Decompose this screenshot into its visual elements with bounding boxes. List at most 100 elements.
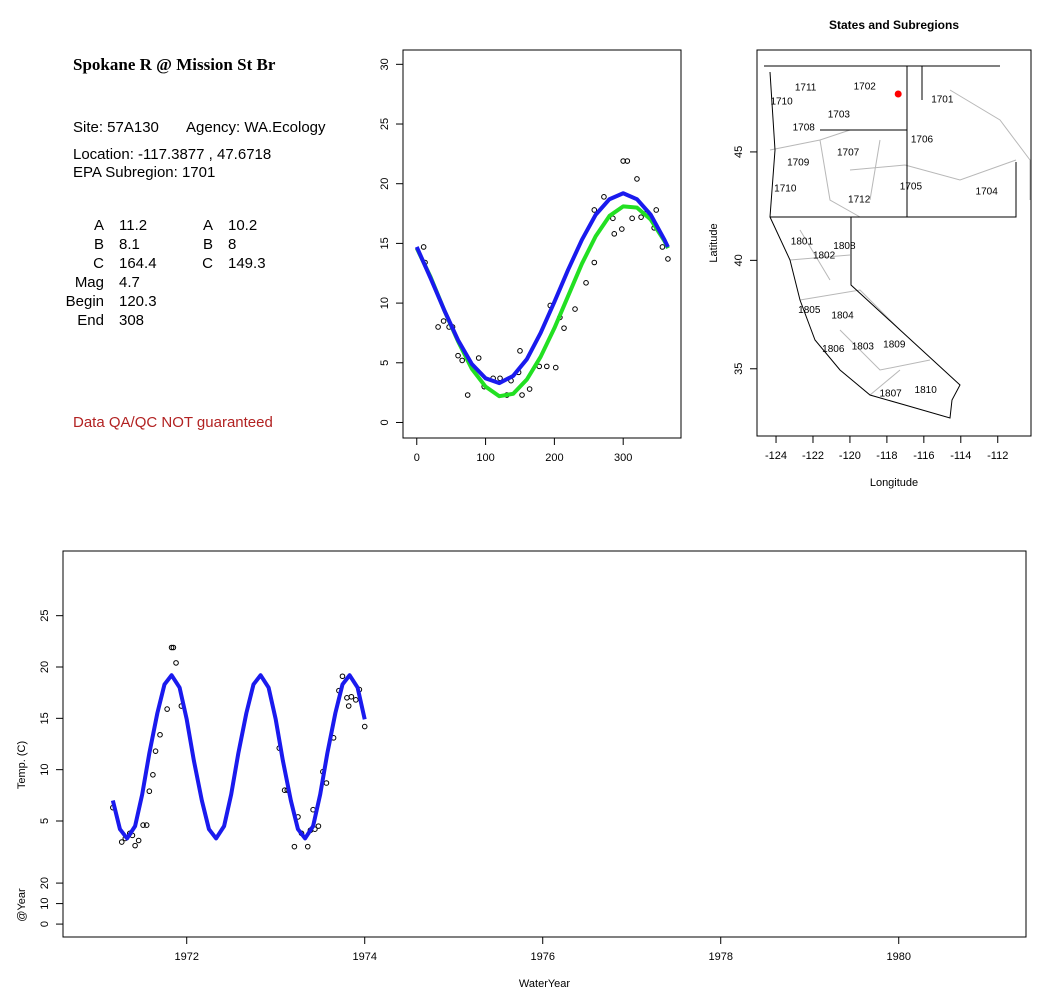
data-point: [118, 839, 125, 845]
data-point: [517, 348, 523, 354]
y2-axis-label: @Year: [16, 888, 28, 922]
x-tick-label: 1978: [708, 951, 732, 963]
state-boundaries: [764, 65, 1017, 419]
data-point: [526, 386, 533, 392]
y-tick-label: 20: [379, 178, 391, 190]
y-tick-label: 25: [39, 610, 51, 622]
x-tick-label: -122: [802, 450, 824, 462]
subregion-label: 1806: [822, 344, 845, 355]
data-point: [475, 355, 482, 361]
param-cell: 8: [228, 236, 236, 253]
data-point: [135, 837, 142, 844]
data-point: [659, 244, 666, 250]
x-tick-label: 200: [545, 452, 563, 464]
param-cell: 120.3: [119, 293, 157, 310]
x-tick-label: 1976: [530, 951, 554, 963]
y-tick-label: 5: [379, 360, 391, 366]
subregion-label: 1705: [900, 181, 923, 192]
data-point: [420, 244, 427, 250]
x-tick-label: -114: [950, 450, 971, 462]
data-point: [572, 306, 578, 312]
y-tick-label: 10: [39, 764, 51, 776]
data-point: [291, 843, 298, 850]
param-cell: A: [203, 217, 213, 234]
subregion: EPA Subregion: 1701: [73, 164, 215, 181]
y-tick-label: 5: [39, 818, 51, 824]
param-cell: A: [94, 217, 104, 234]
y-tick-label: 45: [733, 146, 745, 158]
x-axis-label: WaterYear: [519, 978, 570, 990]
data-point: [665, 256, 671, 262]
data-point: [611, 231, 618, 237]
x-tick-label: 0: [414, 452, 420, 464]
subregion-label: 1711: [795, 83, 817, 94]
subregion-label: 1810: [915, 385, 938, 396]
data-point: [339, 673, 346, 680]
plot-frame: [756, 49, 1032, 437]
subregion-label: 1702: [854, 82, 877, 93]
fit-curve: [414, 204, 670, 399]
param-cell: 164.4: [119, 255, 157, 272]
data-point: [157, 731, 163, 738]
x-axis-label: Longitude: [870, 477, 918, 489]
y2-tick-label: 10: [39, 897, 51, 909]
map-title: States and Subregions: [829, 18, 959, 32]
x-tick-label: -112: [987, 450, 1008, 462]
y-axis-label: Latitude: [708, 223, 720, 262]
subregion-label: 1804: [831, 310, 854, 321]
y-tick-label: 20: [39, 661, 51, 673]
data-point: [435, 324, 441, 330]
param-cell: B: [94, 236, 104, 253]
data-point: [583, 280, 589, 286]
y-tick-label: 25: [379, 118, 391, 130]
data-point: [152, 748, 159, 754]
param-cell: Mag: [75, 274, 104, 291]
data-point: [315, 823, 322, 829]
subregion-label: 1710: [770, 97, 793, 108]
data-point: [561, 325, 567, 331]
site-id: Site: 57A130: [73, 119, 159, 136]
subregion-label: 1807: [879, 388, 902, 399]
data-point: [552, 364, 559, 371]
param-cell: 10.2: [228, 217, 257, 234]
subregion-label: 1706: [911, 135, 934, 146]
y-tick-label: 10: [379, 297, 391, 309]
data-point: [634, 176, 640, 182]
subregion-label: 1708: [793, 123, 816, 134]
plot-frame: [402, 49, 682, 439]
subregion-label: 1701: [931, 95, 954, 106]
data-point: [140, 822, 146, 828]
y2-tick-label: 20: [39, 877, 51, 889]
y-tick-label: 35: [733, 363, 745, 375]
y-axis-label: Temp. (C): [16, 741, 28, 789]
y-tick-label: 0: [379, 419, 391, 425]
data-point: [629, 215, 635, 222]
fit-curve: [414, 191, 670, 386]
data-point: [132, 842, 138, 849]
x-tick-label: -118: [876, 450, 897, 462]
subregion-label: 1710: [774, 183, 797, 194]
subregion-label: 1805: [798, 305, 821, 316]
param-cell: C: [93, 255, 104, 272]
y-tick-label: 40: [733, 254, 745, 266]
y2-tick-label: 0: [39, 921, 51, 927]
subregion-label: 1709: [787, 157, 810, 168]
x-tick-label: 1972: [174, 951, 198, 963]
subregion-label: 1803: [852, 342, 875, 353]
data-point: [150, 771, 156, 778]
subregion-label: 1704: [976, 187, 999, 198]
x-tick-label: 1980: [886, 951, 910, 963]
param-cell: Begin: [66, 293, 104, 310]
data-point: [345, 703, 352, 709]
data-point: [348, 693, 355, 700]
x-tick-label: -124: [765, 450, 787, 462]
data-point: [601, 194, 607, 200]
data-point: [323, 780, 330, 786]
subregion-label: 1712: [848, 194, 871, 205]
x-tick-label: -120: [839, 450, 861, 462]
data-point: [353, 697, 359, 703]
y-tick-label: 15: [39, 712, 51, 724]
data-point: [519, 392, 525, 398]
data-point: [591, 207, 598, 213]
